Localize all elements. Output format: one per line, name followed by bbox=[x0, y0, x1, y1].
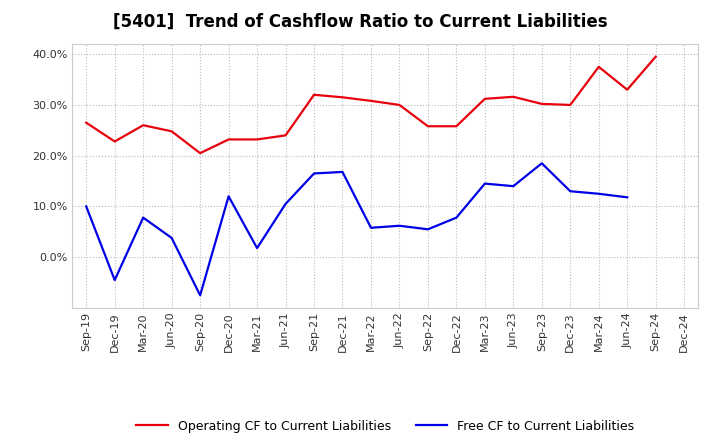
Free CF to Current Liabilities bbox=[537, 161, 546, 166]
Free CF to Current Liabilities bbox=[225, 194, 233, 199]
Free CF to Current Liabilities bbox=[282, 201, 290, 206]
Operating CF to Current Liabilities bbox=[253, 137, 261, 142]
Operating CF to Current Liabilities bbox=[366, 98, 375, 103]
Operating CF to Current Liabilities bbox=[480, 96, 489, 102]
Operating CF to Current Liabilities bbox=[110, 139, 119, 144]
Free CF to Current Liabilities bbox=[196, 293, 204, 298]
Operating CF to Current Liabilities bbox=[452, 124, 461, 129]
Operating CF to Current Liabilities bbox=[623, 87, 631, 92]
Free CF to Current Liabilities bbox=[423, 227, 432, 232]
Free CF to Current Liabilities bbox=[395, 223, 404, 228]
Operating CF to Current Liabilities bbox=[167, 128, 176, 134]
Text: [5401]  Trend of Cashflow Ratio to Current Liabilities: [5401] Trend of Cashflow Ratio to Curren… bbox=[113, 13, 607, 31]
Operating CF to Current Liabilities bbox=[310, 92, 318, 97]
Operating CF to Current Liabilities bbox=[196, 150, 204, 156]
Free CF to Current Liabilities bbox=[566, 189, 575, 194]
Operating CF to Current Liabilities bbox=[652, 54, 660, 59]
Operating CF to Current Liabilities bbox=[595, 64, 603, 70]
Free CF to Current Liabilities bbox=[509, 183, 518, 189]
Free CF to Current Liabilities bbox=[139, 215, 148, 220]
Free CF to Current Liabilities bbox=[366, 225, 375, 231]
Free CF to Current Liabilities bbox=[310, 171, 318, 176]
Free CF to Current Liabilities bbox=[480, 181, 489, 186]
Legend: Operating CF to Current Liabilities, Free CF to Current Liabilities: Operating CF to Current Liabilities, Fre… bbox=[131, 414, 639, 437]
Free CF to Current Liabilities bbox=[82, 204, 91, 209]
Free CF to Current Liabilities bbox=[167, 235, 176, 241]
Free CF to Current Liabilities bbox=[595, 191, 603, 196]
Operating CF to Current Liabilities bbox=[139, 123, 148, 128]
Operating CF to Current Liabilities bbox=[509, 94, 518, 99]
Operating CF to Current Liabilities bbox=[338, 95, 347, 100]
Operating CF to Current Liabilities bbox=[225, 137, 233, 142]
Free CF to Current Liabilities bbox=[623, 194, 631, 200]
Operating CF to Current Liabilities bbox=[537, 101, 546, 106]
Operating CF to Current Liabilities bbox=[566, 102, 575, 107]
Free CF to Current Liabilities bbox=[338, 169, 347, 175]
Free CF to Current Liabilities bbox=[253, 246, 261, 251]
Operating CF to Current Liabilities bbox=[282, 133, 290, 138]
Line: Operating CF to Current Liabilities: Operating CF to Current Liabilities bbox=[86, 57, 656, 153]
Free CF to Current Liabilities bbox=[110, 278, 119, 283]
Operating CF to Current Liabilities bbox=[82, 120, 91, 125]
Line: Free CF to Current Liabilities: Free CF to Current Liabilities bbox=[86, 163, 627, 295]
Operating CF to Current Liabilities bbox=[395, 102, 404, 107]
Operating CF to Current Liabilities bbox=[423, 124, 432, 129]
Free CF to Current Liabilities bbox=[452, 215, 461, 220]
